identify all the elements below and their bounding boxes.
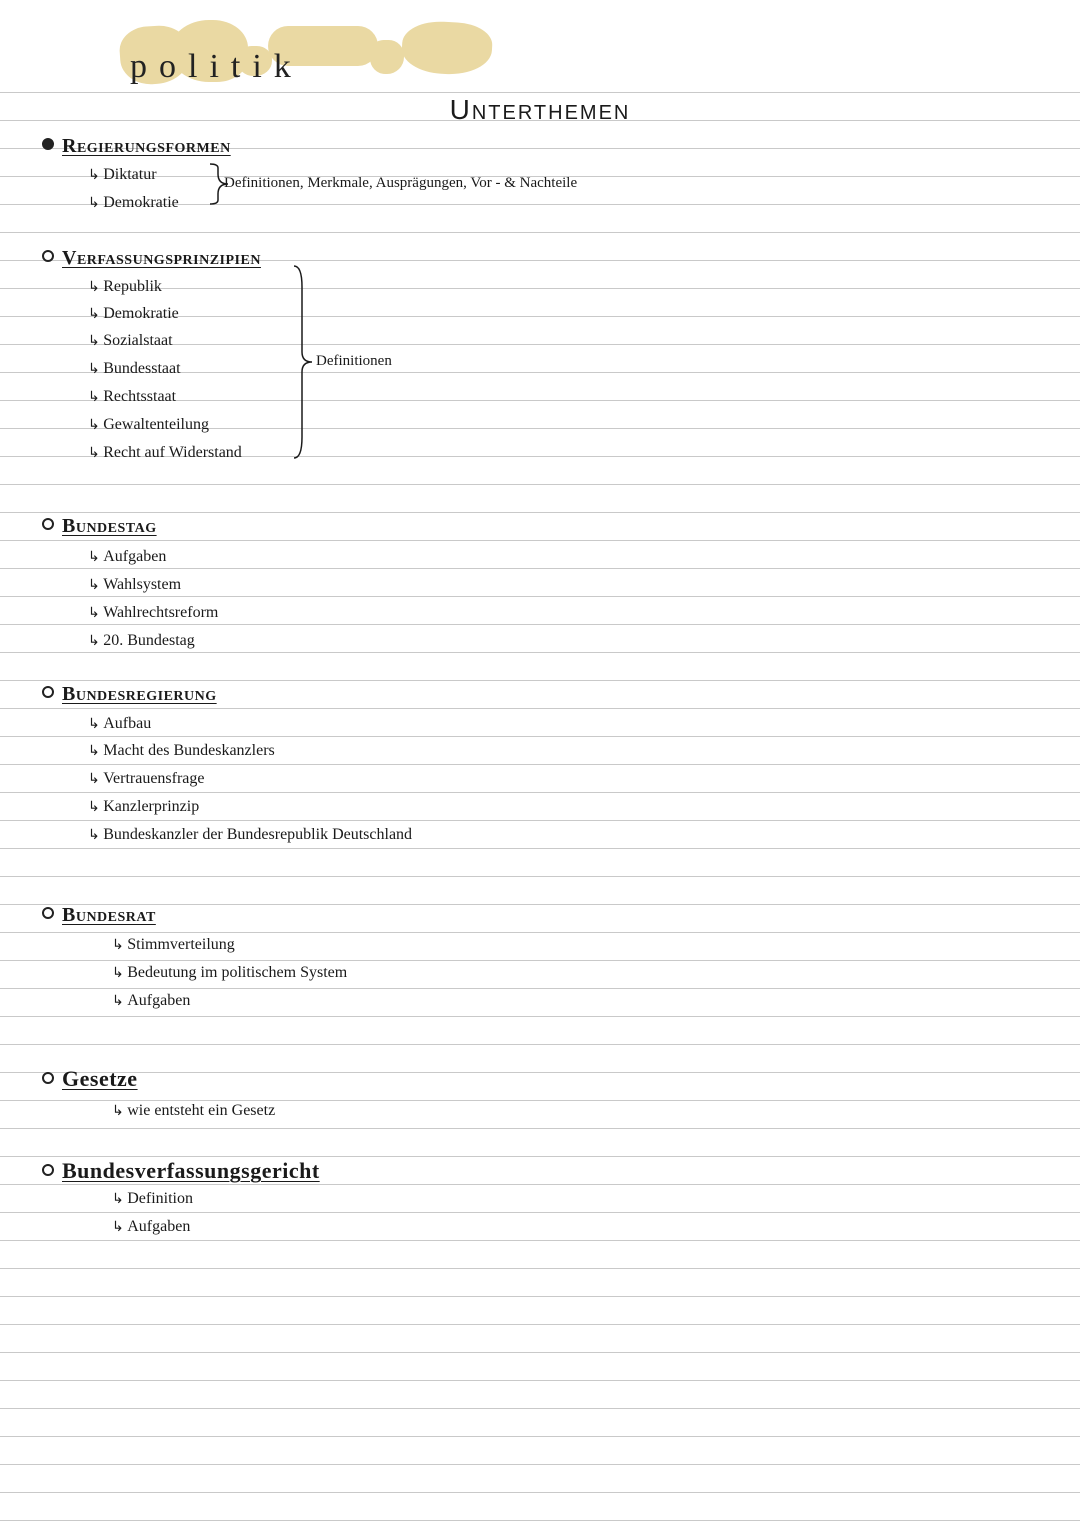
list-item: Sozialstaat <box>88 332 173 350</box>
list-item: Bedeutung im politischem System <box>112 964 347 982</box>
list-item: Gewaltenteilung <box>88 416 209 434</box>
section-title-bundestag: Bundestag <box>42 515 157 538</box>
list-item: Wahlsystem <box>88 576 181 594</box>
section-title-verfassungsprinzipien: Verfassungsprinzipien <box>42 247 261 270</box>
list-item: Recht auf Widerstand <box>88 444 242 462</box>
list-item: Bundeskanzler der Bundesrepublik Deutsch… <box>88 826 412 844</box>
list-item: Aufgaben <box>112 992 190 1010</box>
list-item: Macht des Bundeskanzlers <box>88 742 275 760</box>
section-title-gesetze: Gesetze <box>42 1066 138 1092</box>
list-item: wie entsteht ein Gesetz <box>112 1102 275 1120</box>
brace-verfassungsprinzipien <box>292 262 316 462</box>
list-item: Rechtsstaat <box>88 388 176 406</box>
list-item: Republik <box>88 278 162 296</box>
list-item: Demokratie <box>88 194 179 212</box>
subtitle: Unterthemen <box>0 94 1080 126</box>
brace-annotation-regierungsformen: Definitionen, Merkmale, Ausprägungen, Vo… <box>224 175 577 192</box>
list-item: Bundesstaat <box>88 360 181 378</box>
list-item: Aufbau <box>88 715 151 733</box>
section-title-regierungsformen: Regierungsformen <box>42 135 231 158</box>
list-item: Kanzlerprinzip <box>88 798 199 816</box>
list-item: Demokratie <box>88 305 179 323</box>
list-item: Stimmverteilung <box>112 936 235 954</box>
list-item: Aufgaben <box>88 548 166 566</box>
list-item: Diktatur <box>88 166 157 184</box>
section-title-bundesrat: Bundesrat <box>42 904 156 927</box>
list-item: Wahlrechtsreform <box>88 604 218 622</box>
list-item: Definition <box>112 1190 193 1208</box>
list-item: 20. Bundestag <box>88 632 195 650</box>
list-item: Aufgaben <box>112 1218 190 1236</box>
section-title-bundesregierung: Bundesregierung <box>42 683 217 706</box>
page-content: politik Unterthemen Regierungsformen Dikt… <box>0 0 1080 1527</box>
list-item: Vertrauensfrage <box>88 770 205 788</box>
brace-annotation-verfassungsprinzipien: Definitionen <box>316 353 392 370</box>
section-title-bundesverfassungsgericht: Bundesverfassungsgericht <box>42 1158 320 1184</box>
title-word: politik <box>130 48 303 86</box>
